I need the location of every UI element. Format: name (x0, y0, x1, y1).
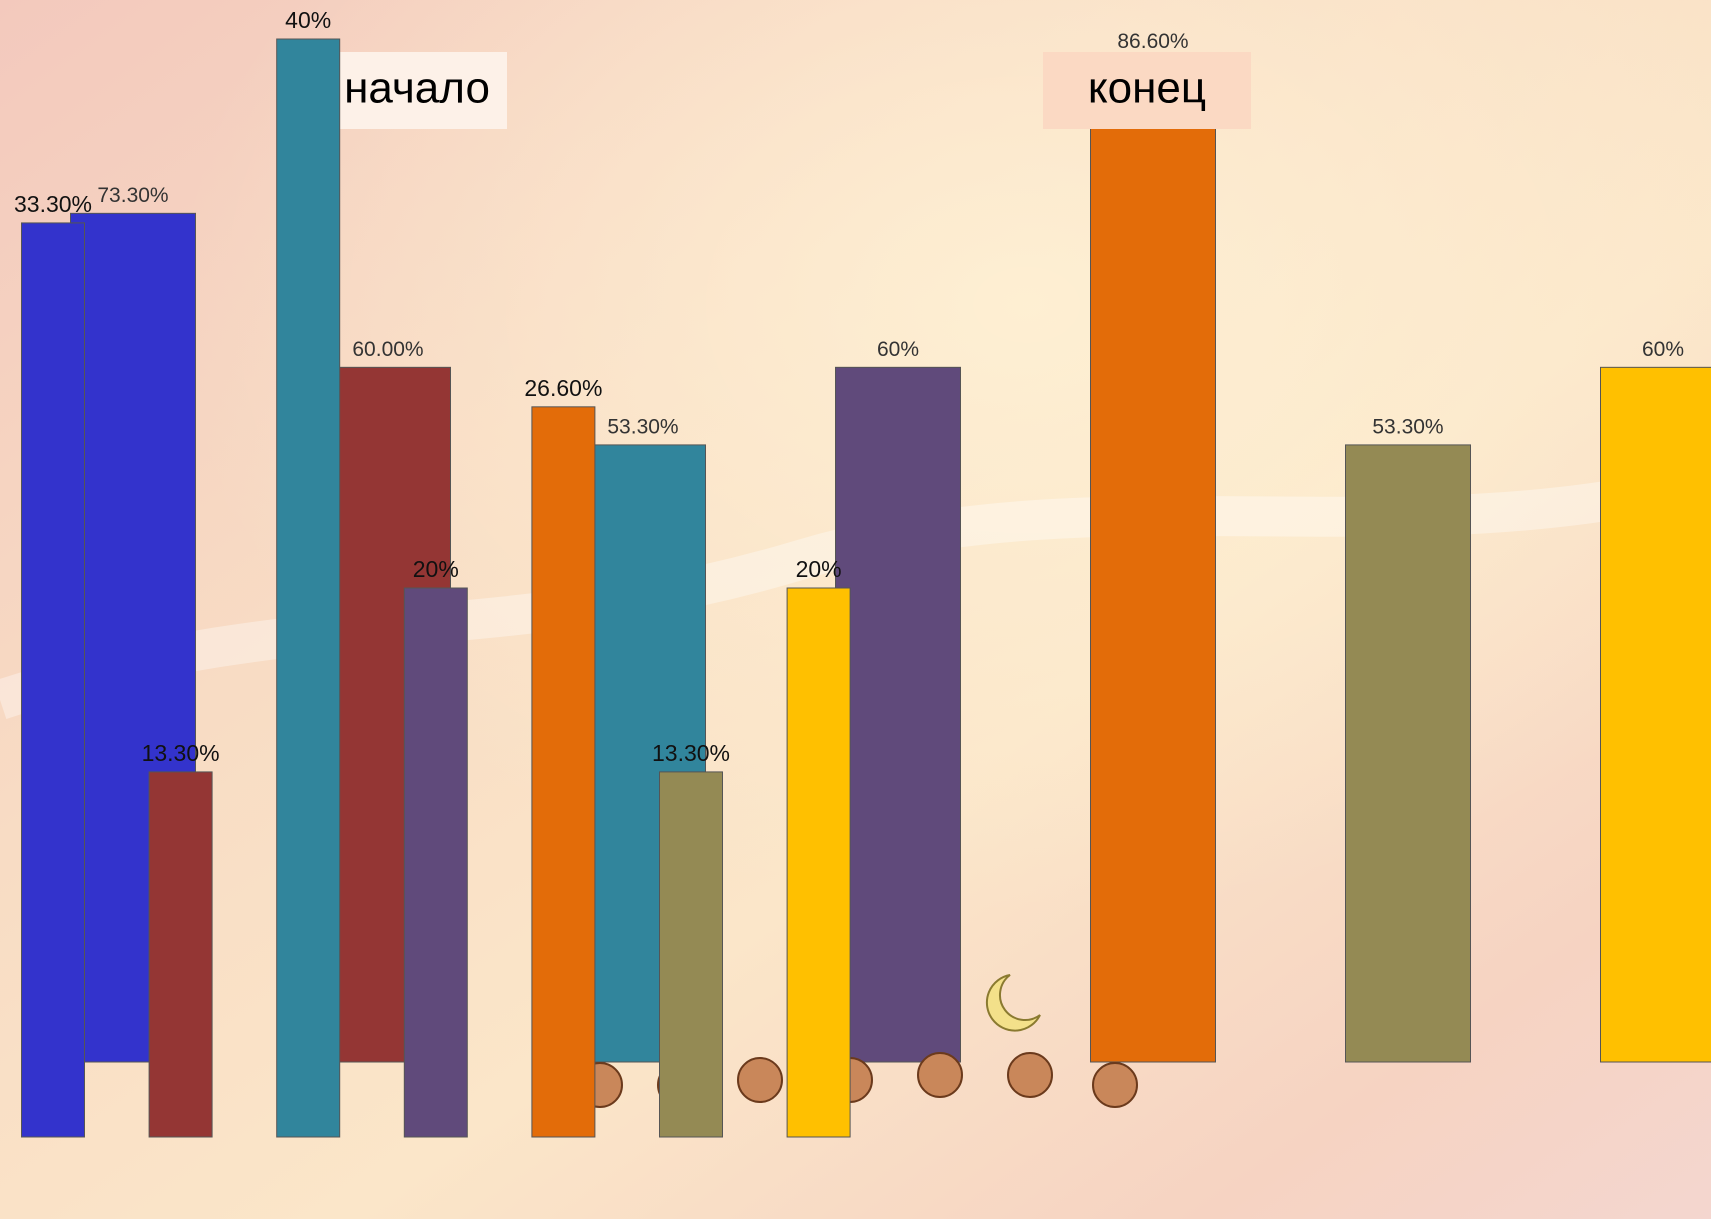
chart-title: начало (344, 64, 490, 113)
data-label: 60% (1642, 338, 1684, 361)
bar (277, 39, 340, 1137)
data-label: 60% (877, 338, 919, 361)
data-label: 40% (285, 7, 331, 33)
bar (149, 772, 212, 1137)
data-label: 20% (796, 556, 842, 582)
data-label: 73.30% (97, 184, 168, 207)
bar (660, 772, 723, 1137)
data-label: 60.00% (352, 338, 423, 361)
bar (22, 223, 85, 1137)
bar (1091, 59, 1216, 1062)
data-label: 13.30% (142, 740, 220, 766)
title-box-start: начало (327, 52, 507, 129)
title-box-end: конец (1043, 52, 1251, 129)
data-label: 53.30% (607, 415, 678, 438)
chart-title: конец (1088, 64, 1206, 113)
slide: 73.30% 60.00% 53.30% 60% 86.60% 53.30% 60% нач… (0, 0, 1711, 1219)
data-label: 53.30% (1372, 415, 1443, 438)
bar (404, 588, 467, 1137)
data-label: 26.60% (524, 375, 602, 401)
bar (1346, 445, 1471, 1062)
bar (836, 367, 961, 1062)
data-label: 13.30% (652, 740, 730, 766)
bar (1601, 367, 1711, 1062)
data-label: 33.30% (14, 191, 92, 217)
data-label: 86.60% (1117, 30, 1188, 53)
bar (787, 588, 850, 1137)
data-label: 20% (413, 556, 459, 582)
bar (532, 407, 595, 1137)
